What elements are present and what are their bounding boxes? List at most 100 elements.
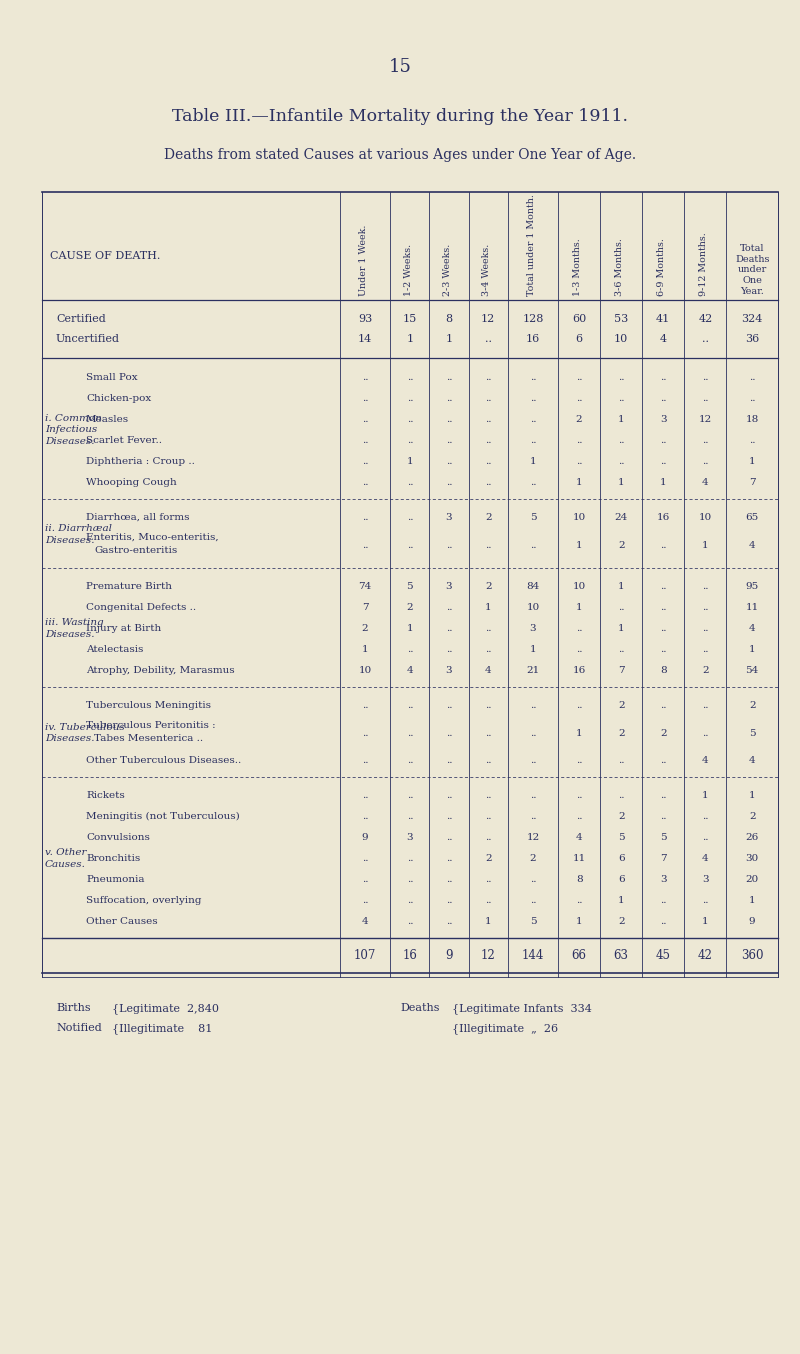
Text: 16: 16	[573, 666, 586, 676]
Text: 1: 1	[749, 896, 755, 904]
Text: 4: 4	[702, 478, 709, 487]
Text: 2: 2	[618, 917, 625, 926]
Text: Under 1 Week.: Under 1 Week.	[359, 225, 368, 297]
Text: ..: ..	[660, 603, 666, 612]
Text: ..: ..	[446, 701, 452, 709]
Text: ..: ..	[446, 624, 452, 634]
Text: ..: ..	[446, 414, 452, 424]
Text: 6-9 Months.: 6-9 Months.	[658, 238, 666, 297]
Text: iii. Wasting
Diseases.: iii. Wasting Diseases.	[45, 617, 104, 639]
Text: ..: ..	[702, 833, 709, 842]
Text: 1: 1	[702, 540, 709, 550]
Text: 2: 2	[485, 854, 491, 862]
Text: ..: ..	[406, 394, 413, 403]
Text: 41: 41	[656, 314, 670, 324]
Text: 1: 1	[406, 624, 413, 634]
Text: 26: 26	[746, 833, 759, 842]
Text: ..: ..	[660, 372, 666, 382]
Text: ..: ..	[362, 436, 368, 445]
Text: 6: 6	[575, 334, 582, 344]
Text: 5: 5	[749, 728, 755, 738]
Text: 4: 4	[660, 334, 667, 344]
Text: Notified: Notified	[56, 1024, 102, 1033]
Text: 4: 4	[702, 756, 709, 765]
Text: 63: 63	[614, 949, 629, 961]
Text: 3: 3	[446, 666, 452, 676]
Text: 1: 1	[485, 917, 491, 926]
Text: 1: 1	[406, 458, 413, 466]
Text: Bronchitis: Bronchitis	[86, 854, 140, 862]
Text: 1: 1	[576, 917, 582, 926]
Text: 3: 3	[660, 875, 666, 884]
Text: ..: ..	[485, 394, 491, 403]
Text: ..: ..	[702, 334, 709, 344]
Text: 10: 10	[573, 513, 586, 523]
Text: 10: 10	[526, 603, 539, 612]
Text: 66: 66	[571, 949, 586, 961]
Text: 2: 2	[576, 414, 582, 424]
Text: Certified: Certified	[56, 314, 106, 324]
Text: ..: ..	[362, 540, 368, 550]
Text: ..: ..	[485, 372, 491, 382]
Text: 1: 1	[702, 791, 709, 800]
Text: ..: ..	[485, 875, 491, 884]
Text: Convulsions: Convulsions	[86, 833, 150, 842]
Text: 128: 128	[522, 314, 544, 324]
Text: 1: 1	[749, 458, 755, 466]
Text: ..: ..	[576, 624, 582, 634]
Text: Other Tuberculous Diseases..: Other Tuberculous Diseases..	[86, 756, 242, 765]
Text: ..: ..	[702, 458, 709, 466]
Text: Scarlet Fever..: Scarlet Fever..	[86, 436, 162, 445]
Text: ..: ..	[660, 812, 666, 821]
Text: ..: ..	[406, 478, 413, 487]
Text: 30: 30	[746, 854, 759, 862]
Text: 6: 6	[618, 875, 625, 884]
Text: 7: 7	[749, 478, 755, 487]
Text: ..: ..	[406, 756, 413, 765]
Text: ..: ..	[485, 540, 491, 550]
Text: 1: 1	[660, 478, 666, 487]
Text: 1: 1	[576, 728, 582, 738]
Text: 12: 12	[526, 833, 539, 842]
Text: ..: ..	[446, 791, 452, 800]
Text: 1: 1	[446, 334, 453, 344]
Text: {Legitimate Infants  334: {Legitimate Infants 334	[452, 1003, 592, 1014]
Text: ..: ..	[446, 812, 452, 821]
Text: ..: ..	[576, 458, 582, 466]
Text: ..: ..	[530, 812, 536, 821]
Text: 2: 2	[618, 728, 625, 738]
Text: 8: 8	[576, 875, 582, 884]
Text: {Legitimate  2,840: {Legitimate 2,840	[112, 1003, 219, 1014]
Text: 14: 14	[358, 334, 372, 344]
Text: 2: 2	[702, 666, 709, 676]
Text: ..: ..	[446, 603, 452, 612]
Text: ..: ..	[406, 875, 413, 884]
Text: ..: ..	[446, 854, 452, 862]
Text: 4: 4	[749, 540, 755, 550]
Text: Table III.—Infantile Mortality during the Year 1911.: Table III.—Infantile Mortality during th…	[172, 108, 628, 125]
Text: ..: ..	[485, 436, 491, 445]
Text: 95: 95	[746, 582, 759, 590]
Text: 3: 3	[406, 833, 413, 842]
Text: ..: ..	[660, 756, 666, 765]
Text: Atrophy, Debility, Marasmus: Atrophy, Debility, Marasmus	[86, 666, 234, 676]
Text: ..: ..	[530, 701, 536, 709]
Text: Rickets: Rickets	[86, 791, 125, 800]
Text: ..: ..	[749, 436, 755, 445]
Text: ..: ..	[618, 372, 625, 382]
Text: ..: ..	[406, 436, 413, 445]
Text: 42: 42	[698, 314, 713, 324]
Text: 10: 10	[614, 334, 628, 344]
Text: ..: ..	[406, 540, 413, 550]
Text: 4: 4	[485, 666, 491, 676]
Text: 1-3 Months.: 1-3 Months.	[573, 238, 582, 297]
Text: ..: ..	[406, 414, 413, 424]
Text: 5: 5	[618, 833, 625, 842]
Text: 1: 1	[618, 624, 625, 634]
Text: Small Pox: Small Pox	[86, 372, 138, 382]
Text: Uncertified: Uncertified	[56, 334, 120, 344]
Text: 4: 4	[749, 756, 755, 765]
Text: 3: 3	[530, 624, 536, 634]
Text: ..: ..	[446, 875, 452, 884]
Text: 7: 7	[618, 666, 625, 676]
